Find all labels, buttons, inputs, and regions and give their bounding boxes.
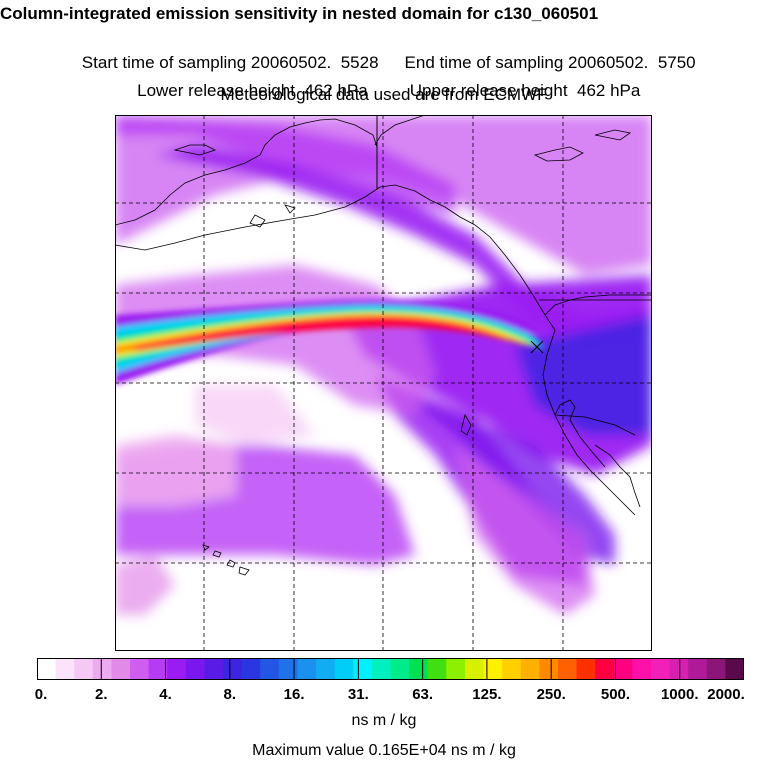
color-bar-swatch: [92, 658, 113, 680]
lower-release-text: Lower release height 462 hPa: [137, 81, 368, 100]
color-bar-tick-label: 0.: [34, 686, 48, 703]
color-bar-tick-label: 2000.: [707, 686, 745, 703]
color-bar-tick-label: 125.: [472, 686, 502, 703]
color-bar-swatch: [427, 658, 447, 680]
color-bar-swatch: [632, 658, 652, 680]
color-bar: [37, 658, 744, 680]
color-bar-tick-label: 4.: [159, 686, 172, 703]
units-label: ns m / kg: [351, 712, 417, 729]
color-bar-swatch: [185, 658, 206, 680]
color-bar-swatch: [223, 658, 243, 680]
color-bar-tick-label: 16.: [283, 686, 305, 703]
color-bar-swatch: [297, 658, 317, 680]
color-bar-swatch: [371, 658, 392, 680]
borders: [376, 115, 652, 436]
color-bar-tick-label: 1000.: [660, 686, 699, 703]
color-bar-tick-label: 63.: [412, 686, 434, 703]
color-bar-swatch: [316, 658, 336, 680]
color-bar-frame: [37, 658, 744, 680]
color-bar-tick-label: 8.: [223, 686, 237, 703]
color-bar-swatch: [74, 658, 94, 680]
color-bar-swatch: [130, 658, 150, 680]
figure-title: Column-integrated emission sensitivity i…: [0, 4, 599, 23]
x-mark-icon: [530, 340, 544, 354]
color-bar-swatch: [111, 658, 131, 680]
sampling-times-row: Start time of sampling 20060502. 5528 End…: [0, 33, 768, 73]
color-bar-swatch: [557, 658, 578, 680]
start-sampling-text: Start time of sampling 20060502. 5528: [81, 53, 379, 72]
color-bar-swatch: [576, 658, 596, 680]
map-frame: [115, 115, 652, 651]
color-bar-swatch: [725, 658, 744, 680]
color-bar-swatch: [613, 658, 633, 680]
color-bar-tick-label: 31.: [347, 686, 369, 703]
color-bar-swatch: [539, 658, 559, 680]
color-bar-swatch: [464, 658, 485, 680]
sensitivity-map: [115, 115, 652, 651]
met-data-text: Meteorological data used are from ECMWF: [220, 85, 548, 104]
color-bar-swatch: [650, 658, 671, 680]
color-bar-swatch: [167, 658, 187, 680]
maximum-value-label: Maximum value 0.165E+04 ns m / kg: [252, 742, 516, 759]
color-bar-swatch: [446, 658, 466, 680]
color-bar-tick-label: 500.: [600, 686, 631, 703]
end-sampling-text: End time of sampling 20060502. 5750: [404, 53, 696, 72]
color-bar-swatch: [241, 658, 261, 680]
color-bar-swatch: [502, 658, 522, 680]
color-bar-swatch: [260, 658, 280, 680]
color-bar-swatch: [55, 658, 75, 680]
sensitivity-field: [115, 115, 652, 615]
color-bar-swatch: [353, 658, 373, 680]
release-heights-row: Lower release height 462 hPa Upper releas…: [0, 61, 768, 101]
color-bar-swatch: [334, 658, 354, 680]
color-bar-tick-label: 250.: [536, 686, 566, 703]
color-bar-swatch: [37, 658, 57, 680]
color-bar-tick-label: 2.: [95, 686, 108, 703]
color-bar-swatch: [688, 658, 708, 680]
plume: [115, 299, 545, 385]
upper-release-text: Upper release height 462 hPa: [409, 81, 641, 100]
color-bar-swatch: [204, 658, 224, 680]
color-bar-swatch: [390, 658, 410, 680]
color-bar-swatch: [669, 658, 689, 680]
color-bar-swatch: [148, 658, 168, 680]
color-bar-swatch: [595, 658, 615, 680]
color-bar-swatch: [278, 658, 299, 680]
color-bar-swatch: [409, 658, 429, 680]
color-bar-swatch: [520, 658, 540, 680]
color-bar-swatch: [483, 658, 503, 680]
lat-lon-grid: [115, 115, 652, 651]
color-bar-swatch: [706, 658, 726, 680]
